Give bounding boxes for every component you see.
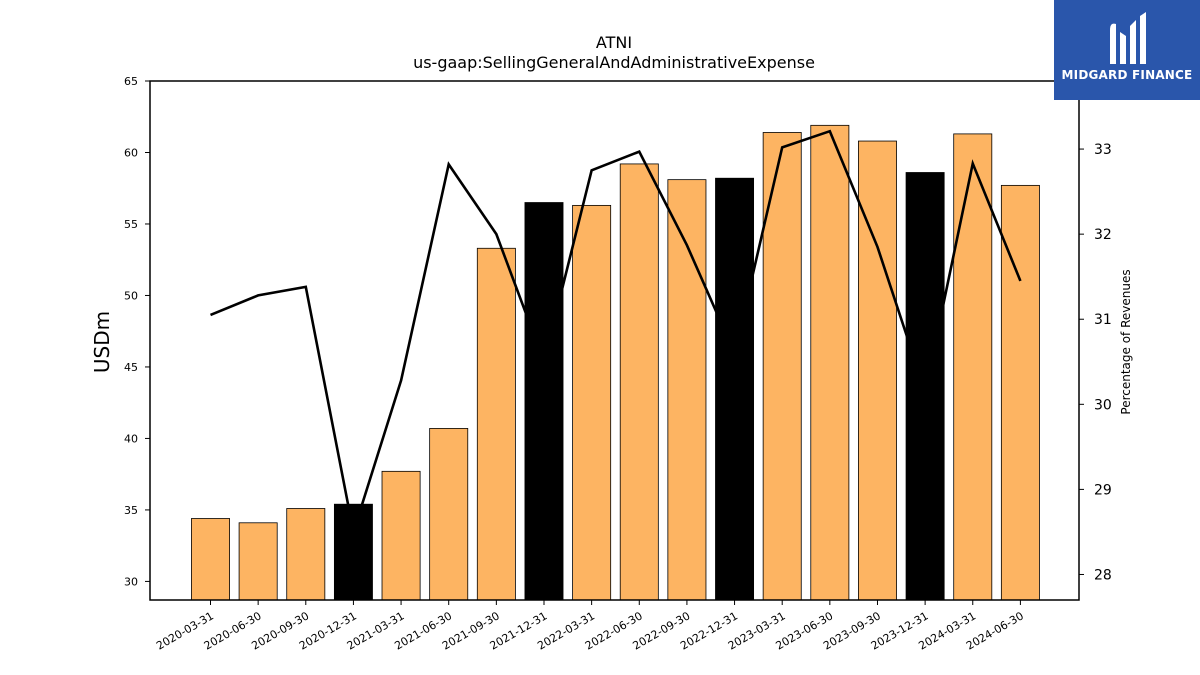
line-group [210, 129, 1022, 533]
y2-tick-label: 28 [1094, 567, 1112, 583]
bar-2021-09-30 [476, 247, 516, 601]
bars-group [191, 124, 1040, 601]
right-axis: 28 29 30 31 32 33 [1079, 142, 1112, 583]
bar-2020-03-31 [191, 518, 230, 601]
bar-2020-12-31 [333, 503, 373, 601]
chart-title: ATNI [596, 33, 632, 52]
y2-tick-label: 30 [1094, 397, 1112, 413]
logo-mark-icon [1110, 12, 1146, 65]
y-tick-label: 45 [124, 361, 138, 374]
left-axis: 30 35 40 45 50 55 60 65 [124, 75, 150, 588]
bar-2022-06-30 [619, 163, 659, 601]
y-tick-label: 50 [124, 289, 138, 302]
bar-2024-06-30 [1000, 184, 1040, 601]
percentage-line [210, 129, 1022, 533]
y-tick-label: 65 [124, 75, 138, 88]
bar-2022-03-31 [572, 204, 612, 601]
brand-logo: MIDGARD FINANCE [1054, 0, 1200, 100]
y2-tick-label: 32 [1094, 227, 1112, 243]
y2-tick-label: 31 [1094, 312, 1112, 328]
bar-2020-06-30 [238, 522, 278, 601]
y-tick-label: 40 [124, 432, 138, 445]
bar-2020-09-30 [286, 508, 326, 601]
bar-2021-06-30 [429, 428, 469, 601]
bar-2022-09-30 [667, 179, 707, 601]
y-tick-label: 60 [124, 146, 138, 159]
bar-2022-12-31 [715, 177, 755, 601]
x-axis: 2020-03-312020-06-302020-09-302020-12-31… [154, 600, 1026, 653]
chart-subtitle: us-gaap:SellingGeneralAndAdministrativeE… [413, 53, 815, 72]
bar-2021-12-31 [524, 202, 564, 601]
bar-2023-03-31 [762, 132, 802, 601]
y-tick-label: 35 [124, 504, 138, 517]
y-tick-label: 55 [124, 218, 138, 231]
y-axis-label: USDm [90, 311, 114, 373]
y2-tick-label: 33 [1094, 142, 1112, 158]
y2-axis-label: Percentage of Revenues [1119, 269, 1133, 414]
bar-2021-03-31 [381, 470, 421, 601]
brand-name: MIDGARD FINANCE [1061, 68, 1193, 82]
y-tick-label: 30 [124, 575, 138, 588]
y2-tick-label: 29 [1094, 482, 1112, 498]
plot-frame [149, 80, 1080, 601]
bar-2023-09-30 [858, 140, 897, 601]
bar-2024-03-31 [953, 133, 993, 601]
bar-2023-06-30 [810, 124, 850, 601]
